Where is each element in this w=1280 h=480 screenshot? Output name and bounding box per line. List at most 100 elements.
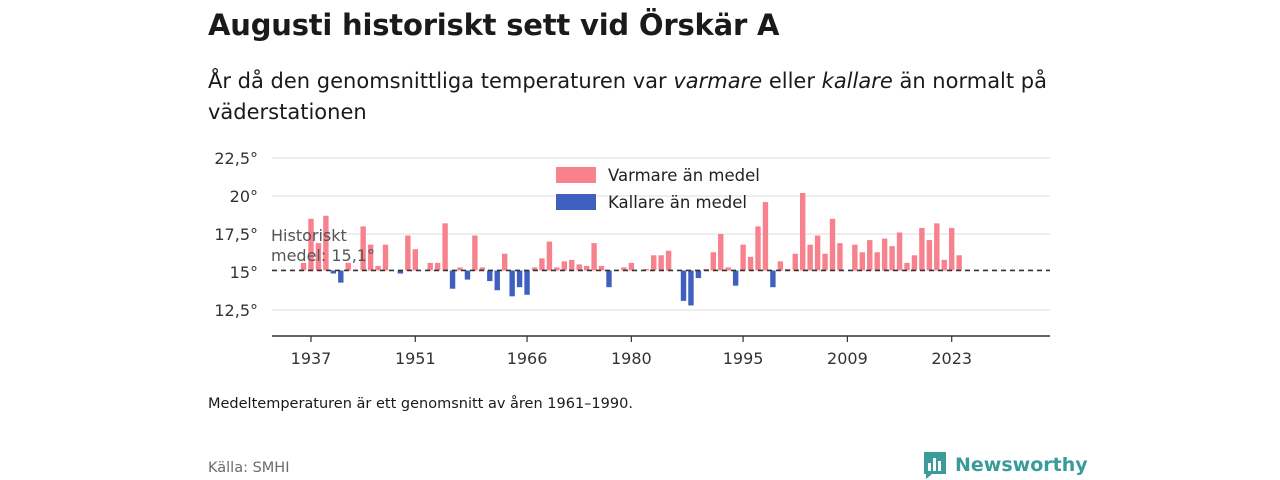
cold-bar [680, 270, 687, 301]
footnote: Medeltemperaturen är ett genomsnitt av å… [208, 396, 633, 412]
warm-bar [598, 265, 605, 271]
warm-bar [919, 227, 925, 271]
warm-bar [881, 238, 888, 271]
warm-bar [822, 253, 828, 271]
legend-cold-swatch [556, 194, 596, 210]
cold-bar [330, 270, 337, 274]
x-tick-label: 2009 [827, 349, 868, 368]
warm-bar [323, 215, 329, 271]
warm-bar [442, 223, 448, 271]
warm-bar [367, 244, 374, 271]
warm-bar [911, 255, 918, 271]
warm-bar [308, 218, 314, 271]
warm-bar [576, 264, 582, 271]
subtitle-text-start: År då den genomsnittliga temperaturen va… [208, 69, 674, 93]
warm-bar [926, 240, 933, 271]
warm-bar [583, 265, 590, 271]
warm-bar [569, 259, 575, 271]
cold-bar [688, 270, 694, 306]
cold-bar [695, 270, 702, 279]
legend-cold-label: Kallare än medel [608, 193, 747, 212]
warm-bar [725, 267, 731, 271]
legend-warm-label: Varmare än medel [608, 166, 760, 185]
warm-bar [874, 252, 880, 271]
x-tick-label: 2023 [931, 349, 972, 368]
y-tick-label: 17,5° [214, 225, 258, 244]
warm-bar [539, 258, 545, 271]
warm-bar [479, 267, 486, 271]
warm-bar [904, 262, 910, 271]
warm-bar [621, 267, 627, 271]
newsworthy-logo-icon [924, 452, 946, 479]
warm-bar [472, 235, 478, 271]
baseline-label-line1: Historiskt [271, 226, 347, 245]
warm-bar [360, 226, 366, 271]
warm-bar [427, 262, 433, 271]
warm-bar [814, 235, 821, 271]
subtitle-text-mid: eller [762, 69, 822, 93]
brand-logo: Newsworthy [922, 450, 1088, 480]
warm-bar [405, 235, 411, 271]
source-label: Källa: SMHI [208, 460, 290, 476]
warm-bar [554, 267, 560, 271]
cold-bar [509, 270, 515, 297]
warm-bar [382, 244, 389, 271]
cold-bar [770, 270, 776, 288]
warm-bar [956, 255, 962, 271]
warm-bar [628, 262, 635, 271]
warm-bar [502, 253, 508, 271]
warm-bar [941, 259, 947, 271]
cold-bar [524, 270, 530, 295]
subtitle-text-end: än normalt på väderstationen [208, 69, 1047, 124]
warm-bar [591, 243, 597, 271]
cold-bar [606, 270, 612, 288]
warm-bar [531, 267, 538, 271]
warm-bar [867, 240, 873, 271]
warm-bar [800, 192, 806, 271]
y-tick-label: 20° [230, 187, 258, 206]
warm-bar [546, 241, 553, 271]
warm-bar [777, 261, 784, 271]
subtitle-cold-word: kallare [821, 69, 893, 93]
cold-bar [494, 270, 500, 291]
warm-bar [934, 223, 940, 271]
cold-bar [338, 270, 344, 283]
y-tick-label: 15° [230, 263, 258, 282]
x-tick-label: 1951 [395, 349, 436, 368]
warm-bar [740, 244, 746, 271]
warm-bar [345, 262, 351, 271]
x-tick-label: 1966 [507, 349, 548, 368]
warm-bar [561, 261, 567, 271]
warm-bar [829, 218, 836, 271]
warm-bar [665, 250, 672, 271]
cold-bar [449, 270, 456, 289]
warm-bar [762, 202, 769, 271]
chart-title: Augusti historiskt sett vid Örskär A [208, 8, 780, 42]
warm-bar [889, 246, 895, 271]
warm-bar [710, 252, 716, 271]
warm-bar [375, 265, 381, 271]
warm-bar [837, 243, 843, 271]
warm-bar [651, 255, 657, 271]
warm-bar [807, 244, 813, 271]
warm-bar [896, 232, 903, 271]
cold-bar [397, 270, 404, 274]
warm-bar [658, 255, 664, 271]
baseline-label-line2: medel: 15,1° [271, 246, 375, 265]
warm-bar [718, 234, 724, 271]
x-tick-label: 1995 [723, 349, 764, 368]
subtitle-warm-word: varmare [673, 69, 763, 93]
y-tick-label: 22,5° [214, 149, 258, 168]
brand-name: Newsworthy [955, 454, 1088, 476]
warm-bar [755, 226, 761, 271]
chart-subtitle: År då den genomsnittliga temperaturen va… [208, 66, 1058, 128]
warm-bar [434, 262, 441, 271]
warm-bar [315, 243, 322, 271]
x-tick-label: 1937 [291, 349, 332, 368]
warm-bar [747, 256, 754, 271]
y-tick-label: 12,5° [214, 301, 258, 320]
warm-bar [412, 249, 418, 271]
cold-bar [516, 270, 523, 288]
warm-bar [457, 267, 463, 271]
